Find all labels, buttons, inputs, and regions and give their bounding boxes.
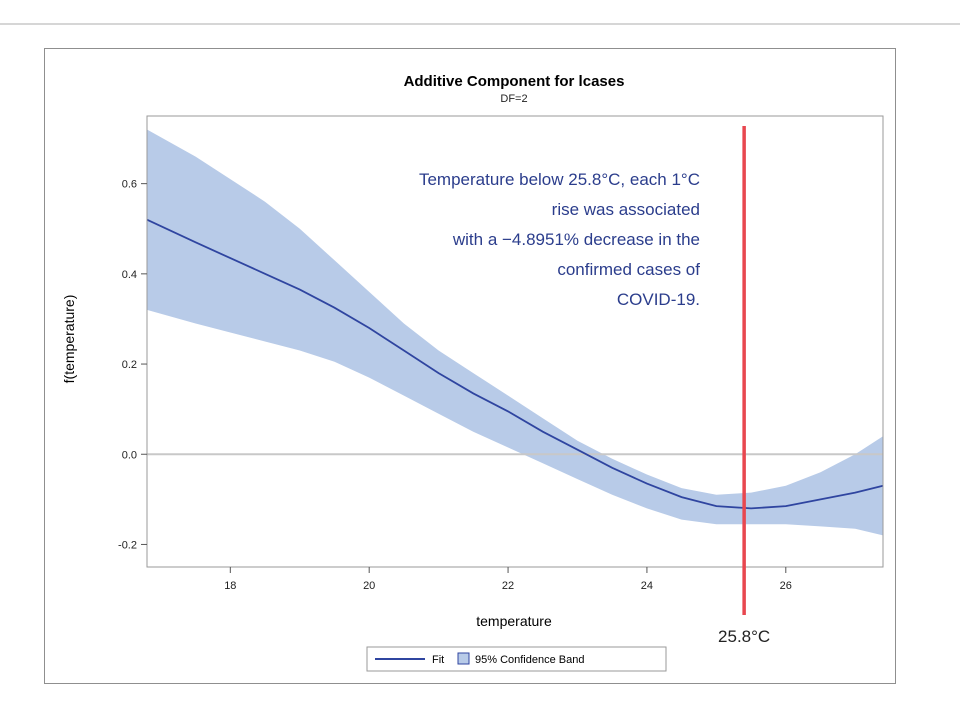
legend-fit-label: Fit (432, 654, 444, 666)
chart-frame: Additive Component for lcases DF=2 -0.2 0… (44, 48, 896, 684)
legend-band-label: 95% Confidence Band (475, 654, 584, 666)
x-tick-label: 24 (641, 580, 653, 592)
x-tick-label: 22 (502, 580, 514, 592)
chart-title: Additive Component for lcases (404, 73, 625, 90)
x-tick-label: 20 (363, 580, 375, 592)
x-tick-label: 26 (780, 580, 792, 592)
y-tick-label: 0.4 (122, 269, 137, 281)
annotation-line: rise was associated (552, 200, 700, 219)
top-divider (0, 23, 960, 25)
annotation-line: with a −4.8951% decrease in the (452, 230, 700, 249)
chart-subtitle: DF=2 (500, 93, 527, 105)
confidence-band (147, 129, 883, 536)
chart-svg: Additive Component for lcases DF=2 -0.2 0… (61, 73, 884, 672)
y-tick-label: -0.2 (118, 539, 137, 551)
legend-band-swatch (457, 652, 470, 665)
threshold-marker-label: 25.8°C (718, 627, 770, 646)
plot-border (146, 115, 884, 568)
x-tick-label: 18 (224, 580, 236, 592)
annotation-line: Temperature below 25.8°C, each 1°C (419, 170, 700, 189)
plot-area: -0.2 0.0 0.2 0.4 0.6 18 20 22 24 26 25.8°C Temperat… (118, 115, 884, 646)
annotation-line: COVID-19. (617, 290, 700, 309)
y-axis-label: f(temperature) (61, 295, 77, 384)
annotation-line: confirmed cases of (557, 260, 700, 279)
fit-line (146, 218, 884, 510)
legend: Fit 95% Confidence Band (366, 646, 667, 672)
x-axis-label: temperature (476, 613, 552, 629)
y-tick-label: 0.6 (122, 179, 137, 191)
y-tick-label: 0.2 (122, 359, 137, 371)
y-tick-label: 0.0 (122, 449, 137, 461)
